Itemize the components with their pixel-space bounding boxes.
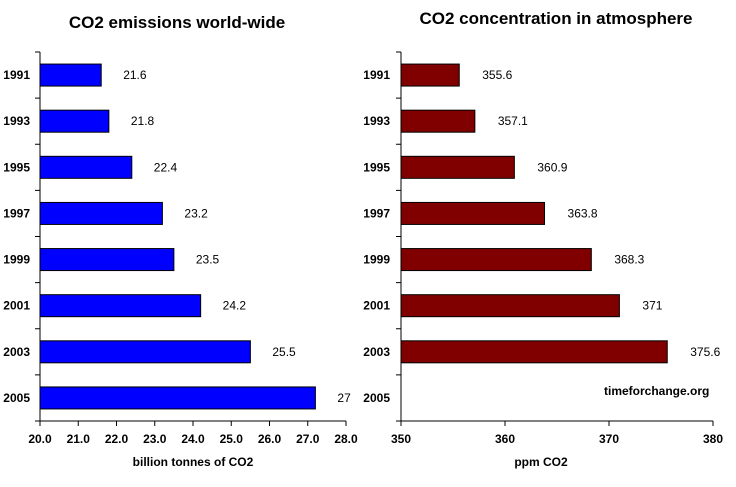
emissions-value-label: 27 <box>337 391 351 405</box>
emissions-x-axis-label: billion tonnes of CO2 <box>133 455 254 469</box>
concentration-bar <box>400 201 546 225</box>
emissions-x-tick-label: 22.0 <box>105 432 129 446</box>
emissions-bar <box>39 248 175 272</box>
concentration-value-label: 363.8 <box>568 206 598 220</box>
concentration-x-tick-label: 370 <box>599 432 619 446</box>
concentration-category-label: 1995 <box>363 160 390 174</box>
concentration-x-tick-label: 380 <box>703 432 723 446</box>
emissions-x-tick-label: 25.0 <box>220 432 244 446</box>
emissions-category-label: 1991 <box>3 68 30 82</box>
emissions-category-label: 2005 <box>3 391 30 405</box>
concentration-source-annotation: timeforchange.org <box>604 384 709 398</box>
concentration-bar <box>400 63 460 87</box>
concentration-category-label: 2005 <box>363 391 390 405</box>
emissions-value-label: 24.2 <box>223 299 247 313</box>
emissions-bar <box>39 109 110 133</box>
concentration-bar <box>400 109 476 133</box>
concentration-bar <box>400 340 668 364</box>
concentration-category-label: 2003 <box>363 345 390 359</box>
emissions-value-label: 22.4 <box>154 160 178 174</box>
emissions-bar <box>39 340 251 364</box>
emissions-category-label: 1993 <box>3 114 30 128</box>
emissions-bar <box>39 294 202 318</box>
emissions-category-label: 1999 <box>3 253 30 267</box>
concentration-bar <box>400 248 592 272</box>
emissions-category-label: 2001 <box>3 299 30 313</box>
concentration-value-label: 360.9 <box>537 160 567 174</box>
emissions-value-label: 21.8 <box>131 114 155 128</box>
concentration-category-label: 1993 <box>363 114 390 128</box>
concentration-x-tick-label: 350 <box>391 432 411 446</box>
emissions-chart-title: CO2 emissions world-wide <box>69 13 285 32</box>
concentration-x-tick-label: 360 <box>495 432 515 446</box>
emissions-category-label: 2003 <box>3 345 30 359</box>
emissions-x-tick-label: 23.0 <box>143 432 167 446</box>
emissions-value-label: 25.5 <box>272 345 296 359</box>
emissions-bar <box>39 386 316 410</box>
concentration-value-label: 357.1 <box>498 114 528 128</box>
emissions-category-label: 1995 <box>3 160 30 174</box>
concentration-category-label: 1997 <box>363 206 390 220</box>
concentration-chart: CO2 concentration in atmosphere 350 360 370… <box>363 9 723 469</box>
emissions-bar <box>39 155 133 179</box>
concentration-category-label: 1991 <box>363 68 390 82</box>
concentration-value-label: 375.6 <box>690 345 720 359</box>
concentration-category-label: 1999 <box>363 253 390 267</box>
emissions-value-label: 23.5 <box>196 253 220 267</box>
concentration-x-axis-label: ppm CO2 <box>514 455 568 469</box>
emissions-x-tick-label: 24.0 <box>181 432 205 446</box>
emissions-bar <box>39 63 102 87</box>
emissions-value-label: 21.6 <box>123 68 147 82</box>
emissions-chart: CO2 emissions world-wide 20.0 21.0 22.0 23.0… <box>3 13 358 469</box>
concentration-bar <box>400 155 515 179</box>
concentration-value-label: 368.3 <box>614 253 644 267</box>
concentration-value-label: 355.6 <box>482 68 512 82</box>
emissions-bar <box>39 201 163 225</box>
concentration-value-label: 371 <box>642 299 662 313</box>
emissions-value-label: 23.2 <box>184 206 208 220</box>
emissions-category-label: 1997 <box>3 206 30 220</box>
emissions-x-tick-label: 21.0 <box>67 432 91 446</box>
concentration-category-label: 2001 <box>363 299 390 313</box>
concentration-chart-title: CO2 concentration in atmosphere <box>420 9 693 28</box>
emissions-x-tick-label: 20.0 <box>28 432 52 446</box>
emissions-x-tick-label: 28.0 <box>334 432 358 446</box>
emissions-x-tick-label: 26.0 <box>258 432 282 446</box>
emissions-x-tick-label: 27.0 <box>296 432 320 446</box>
concentration-bar <box>400 294 620 318</box>
